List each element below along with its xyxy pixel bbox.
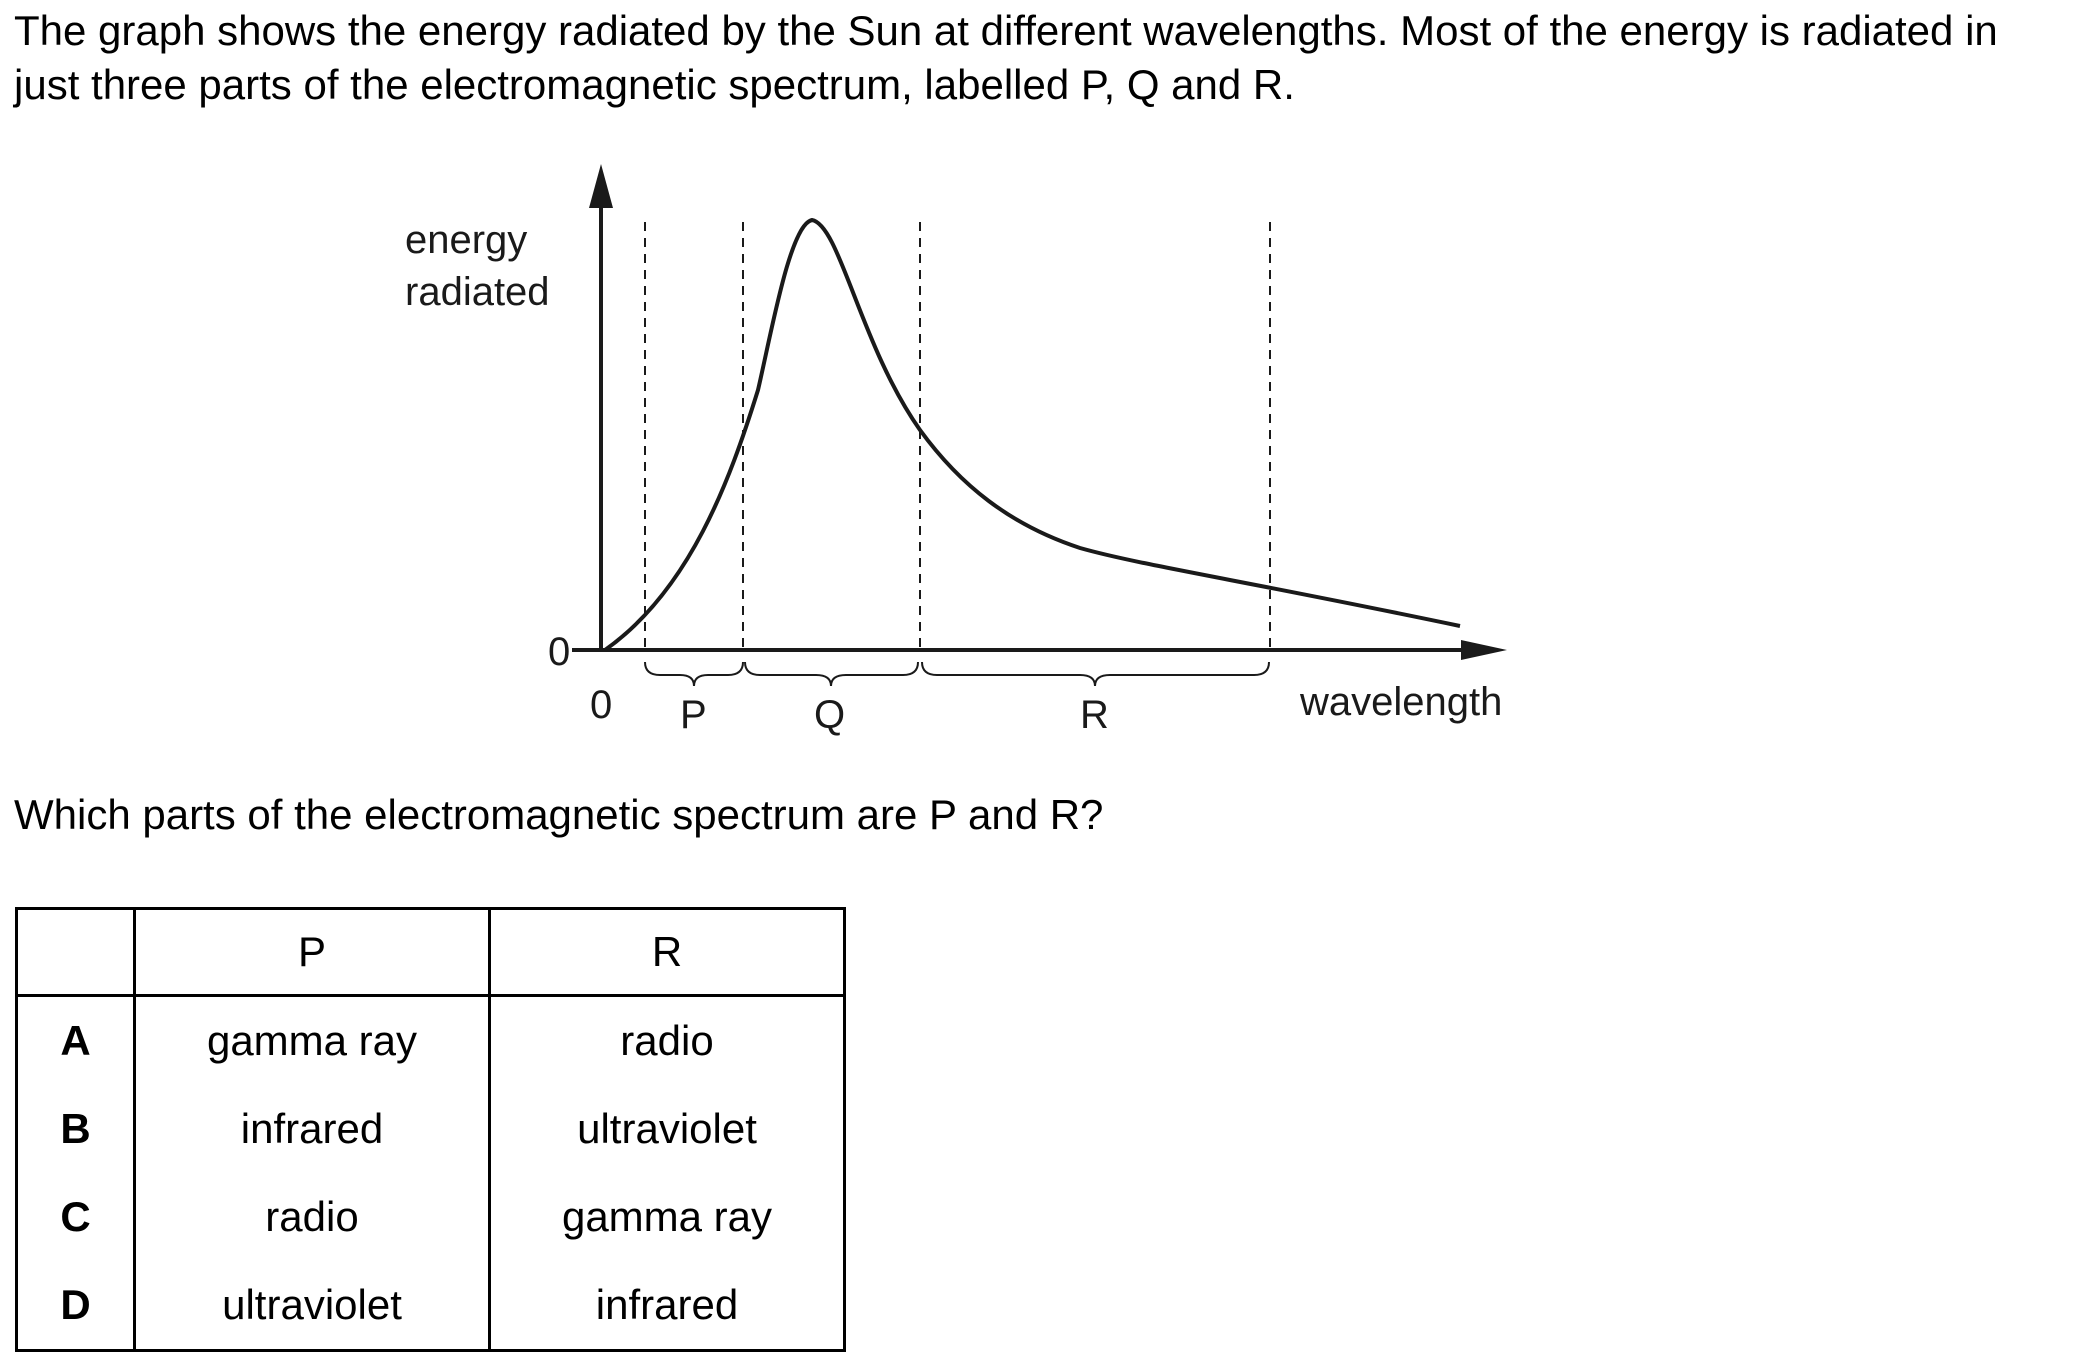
table-header-p: P	[133, 908, 491, 997]
brace-r	[921, 661, 1270, 687]
option-r: ultraviolet	[488, 1085, 846, 1173]
option-p: infrared	[133, 1085, 491, 1173]
option-p: gamma ray	[133, 995, 491, 1085]
x-axis-label: wavelength	[1299, 680, 1502, 724]
table-row: A gamma ray radio	[15, 995, 846, 1085]
option-letter: C	[15, 1173, 136, 1261]
table-row: B infrared ultraviolet	[15, 1085, 846, 1173]
y-origin-label: 0	[548, 630, 570, 674]
answer-table: P R A gamma ray radio B infrared ultravi…	[15, 907, 846, 1352]
x-origin-label: 0	[590, 683, 612, 727]
option-r: radio	[488, 995, 846, 1085]
table-header-row: P R	[15, 908, 846, 997]
brace-q	[744, 661, 919, 687]
y-axis-label-line1: energy	[405, 218, 527, 262]
option-letter: D	[15, 1261, 136, 1351]
option-letter: B	[15, 1085, 136, 1173]
intro-text: The graph shows the energy radiated by t…	[14, 7, 1998, 108]
option-p: radio	[133, 1173, 491, 1261]
table-row: D ultraviolet infrared	[15, 1261, 846, 1351]
y-axis-arrowhead	[589, 164, 613, 208]
option-letter: A	[15, 995, 136, 1085]
table-header-r: R	[488, 908, 846, 997]
table-row: C radio gamma ray	[15, 1173, 846, 1261]
option-r: infrared	[488, 1261, 846, 1351]
y-axis-label-line2: radiated	[405, 270, 550, 314]
energy-curve	[603, 217, 1461, 652]
x-axis-arrowhead	[1461, 640, 1507, 660]
question-text: Which parts of the electromagnetic spect…	[14, 791, 1104, 838]
brace-p	[644, 661, 744, 687]
region-label-p: P	[680, 693, 707, 737]
table-header-letter	[15, 908, 136, 997]
spectrum-graph: energy radiated 0 0 P Q R wavelength	[405, 164, 1507, 737]
region-label-r: R	[1080, 693, 1109, 737]
region-label-q: Q	[814, 693, 845, 737]
option-r: gamma ray	[488, 1173, 846, 1261]
option-p: ultraviolet	[133, 1261, 491, 1351]
